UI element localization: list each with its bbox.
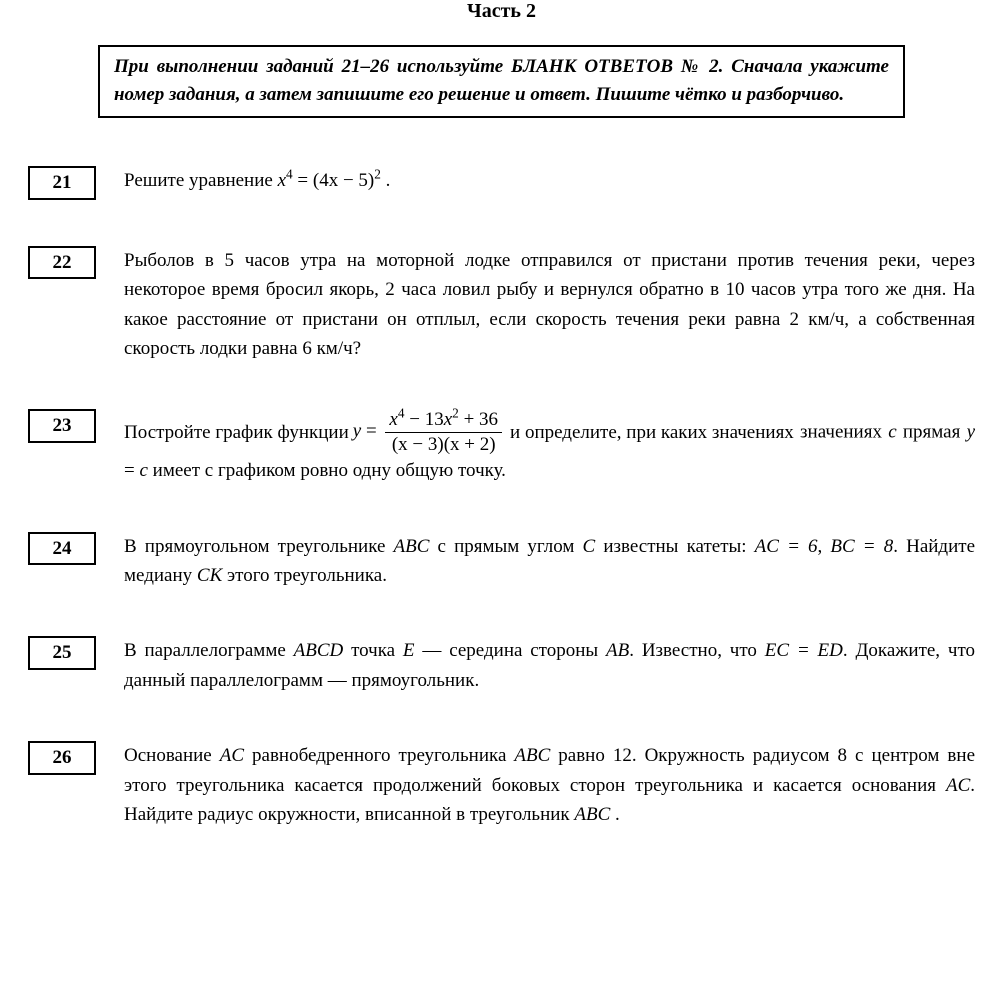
tri2: ABC [574, 804, 610, 825]
problem-number: 25 [28, 636, 96, 670]
part-title: Часть 2 [28, 0, 975, 23]
base: AC [220, 745, 244, 766]
eq1: AC = 6 [755, 536, 818, 557]
text-mid1: с прямым углом [429, 536, 582, 557]
problem-text: Постройте график функции y = x4 − 13x2 +… [124, 409, 975, 485]
problem-text: В параллелограмме ABCD точка E — середин… [124, 636, 975, 695]
numerator: x4 − 13x2 + 36 [385, 409, 502, 433]
sep: , [818, 536, 831, 557]
base2: AC [946, 775, 970, 796]
text-prefix: Решите уравнение [124, 170, 278, 191]
tri: ABC [394, 536, 430, 557]
problem-text: Рыболов в 5 часов утра на моторной лодке… [124, 246, 975, 364]
text-mid1: точка [343, 640, 403, 661]
problem-23: 23 Постройте график функции y = x4 − 13x… [28, 409, 975, 485]
eq-lhs: y [353, 421, 361, 442]
pt: E [403, 640, 415, 661]
problem-text: В прямоугольном треугольнике ABC с прямы… [124, 532, 975, 591]
problem-number: 26 [28, 741, 96, 775]
tri: ABC [514, 745, 550, 766]
problem-number: 24 [28, 532, 96, 566]
denominator: (x − 3)(x + 2) [385, 433, 502, 456]
problem-text: Решите уравнение x4 = (4x − 5)2 . [124, 166, 975, 195]
equation-lhs-base: x [278, 170, 286, 191]
instruction-box: При выполнении заданий 21–26 используйте… [98, 45, 905, 118]
text-prefix: В прямоугольном треугольнике [124, 536, 394, 557]
para: ABCD [294, 640, 344, 661]
text-mid: и определите, при каких значениях [510, 418, 794, 447]
problem-25: 25 В параллелограмме ABCD точка E — сере… [28, 636, 975, 695]
text-prefix: В параллелограмме [124, 640, 294, 661]
text-suffix: . [381, 170, 391, 191]
text-prefix: Постройте график функции [124, 418, 349, 447]
text-mid2: — середина стороны [415, 640, 606, 661]
fraction: x4 − 13x2 + 36 (x − 3)(x + 2) [385, 409, 502, 456]
eq2: BC = 8 [830, 536, 893, 557]
equation-lhs-exp: 4 [286, 167, 293, 182]
problem-21: 21 Решите уравнение x4 = (4x − 5)2 . [28, 166, 975, 200]
problem-number: 22 [28, 246, 96, 280]
median: CK [197, 565, 222, 586]
text-mid3: . Известно, что [629, 640, 765, 661]
problem-24: 24 В прямоугольном треугольнике ABC с пр… [28, 532, 975, 591]
text-mid1: равнобедренного треугольника [244, 745, 514, 766]
text-suffix: . [610, 804, 620, 825]
equals: = [297, 170, 312, 191]
problem-26: 26 Основание AC равнобедренного треуголь… [28, 741, 975, 829]
angle: C [583, 536, 596, 557]
side: AB [606, 640, 629, 661]
text-suffix: этого треугольника. [222, 565, 387, 586]
problem-22: 22 Рыболов в 5 часов утра на моторной ло… [28, 246, 975, 364]
text-prefix: Основание [124, 745, 220, 766]
eq: EC = ED [765, 640, 843, 661]
exam-page: Часть 2 При выполнении заданий 21–26 исп… [0, 0, 1003, 906]
problem-number: 21 [28, 166, 96, 200]
equation-rhs-exp: 2 [374, 167, 381, 182]
problem-number: 23 [28, 409, 96, 443]
problem-text: Основание AC равнобедренного треугольник… [124, 741, 975, 829]
equation-rhs-inner: 4x − 5 [319, 170, 368, 191]
text-mid2: известны катеты: [595, 536, 754, 557]
